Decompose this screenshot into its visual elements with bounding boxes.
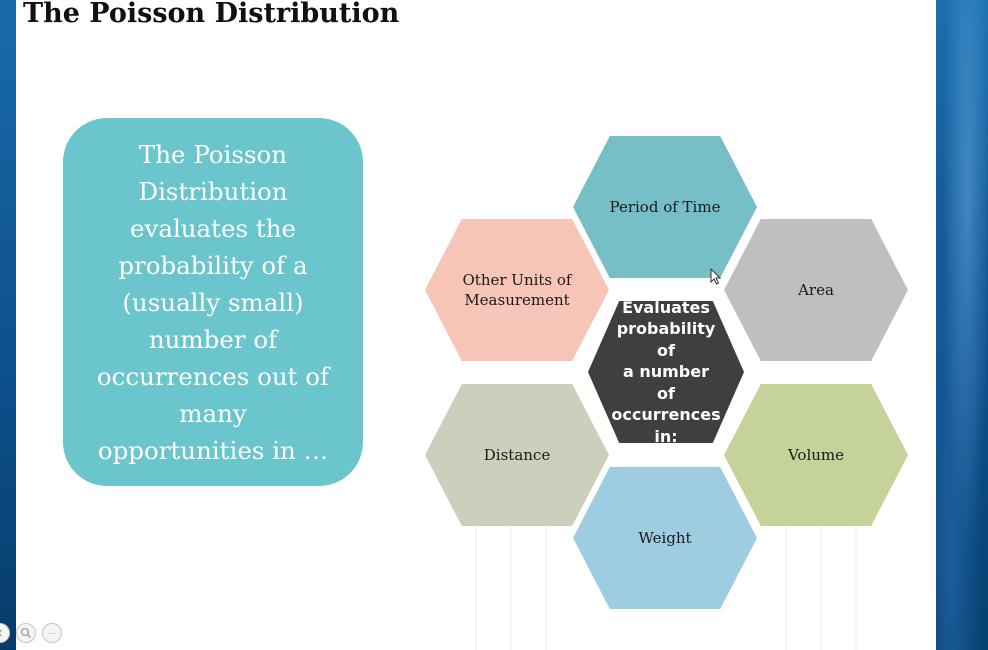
- card-line: (usually small): [122, 288, 304, 317]
- card-line: The Poisson: [138, 140, 288, 169]
- more-options-icon[interactable]: ···: [42, 623, 62, 643]
- center-line: probability of: [616, 319, 716, 360]
- hex-distance: Distance: [425, 384, 609, 526]
- previous-slide-icon[interactable]: [0, 623, 10, 643]
- desktop-left-edge: [0, 0, 16, 650]
- hex-period-of-time: Period of Time: [573, 136, 757, 278]
- hex-label-line: Other Units of: [462, 271, 572, 289]
- mouse-cursor-icon: [710, 268, 722, 285]
- hex-other-units: Other Units of Measurement: [425, 219, 609, 361]
- hex-volume: Volume: [724, 384, 908, 526]
- hex-label: Area: [798, 281, 834, 299]
- hexagon-cluster: Period of Time Area Volume Weight Distan…: [16, 0, 936, 650]
- card-line: evaluates the: [130, 214, 296, 243]
- hex-label: Distance: [483, 446, 551, 464]
- hex-area: Area: [724, 219, 908, 361]
- faint-background-lines: [475, 510, 857, 650]
- hex-label: Weight: [638, 529, 692, 547]
- more-options-glyph: ···: [47, 628, 57, 638]
- center-line: occurrences: [611, 405, 721, 425]
- hex-weight: Weight: [573, 467, 757, 609]
- hex-center-evaluates: Evaluates probability of a number of occ…: [588, 301, 744, 443]
- card-line: many: [179, 399, 247, 428]
- hex-label: Volume: [787, 446, 845, 464]
- card-line: number of: [148, 325, 278, 354]
- hex-label-line: Measurement: [464, 291, 570, 309]
- presentation-controls: ···: [0, 620, 62, 646]
- card-line: occurrences out of: [96, 362, 330, 391]
- slide-title: The Poisson Distribution: [23, 0, 400, 29]
- zoom-icon[interactable]: [16, 623, 36, 643]
- slide-canvas: The Poisson Distribution The Poisson Dis…: [16, 0, 936, 650]
- desktop-right-edge: [936, 0, 988, 650]
- center-line: Evaluates: [622, 297, 710, 317]
- center-line: a number of: [622, 362, 709, 403]
- card-line: Distribution: [138, 177, 288, 206]
- center-line: in:: [654, 426, 678, 446]
- description-card: The Poisson Distribution evaluates the p…: [63, 118, 363, 486]
- card-line: probability of a: [118, 251, 308, 280]
- hex-label: Period of Time: [609, 198, 721, 216]
- card-line: opportunities in …: [97, 436, 329, 465]
